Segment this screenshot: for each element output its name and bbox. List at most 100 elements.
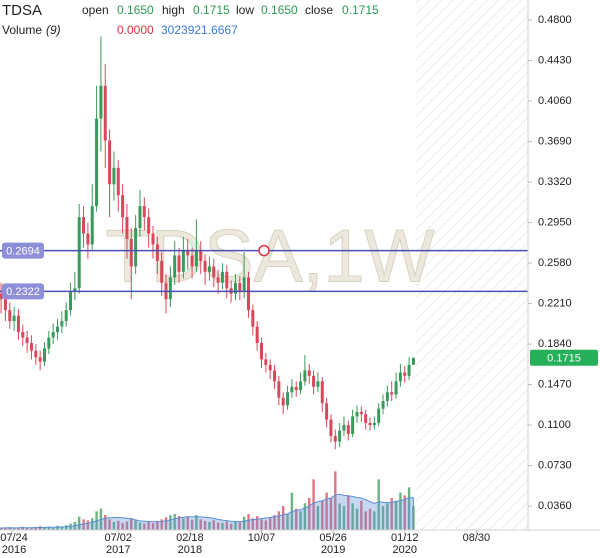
candle-body <box>307 370 311 376</box>
volume-bar <box>325 492 328 530</box>
volume-bar <box>182 518 185 530</box>
candle-body <box>99 85 103 119</box>
candle-body <box>286 392 290 406</box>
volume-bar <box>316 506 320 530</box>
candle-body <box>268 364 272 371</box>
candle-body <box>207 266 211 272</box>
candle-body <box>381 401 385 409</box>
candle-body <box>194 249 198 267</box>
volume-bar <box>156 520 159 530</box>
candle-body <box>60 321 64 327</box>
candle-body <box>368 422 372 426</box>
candle-body <box>385 392 389 402</box>
candle-body <box>407 364 411 376</box>
volume-bar <box>56 525 59 530</box>
candle-body <box>190 255 194 267</box>
volume-bar <box>51 527 55 530</box>
volume-bar <box>60 526 64 530</box>
volume-bar <box>208 522 211 530</box>
volume-bar <box>277 511 281 530</box>
volume-bar <box>143 523 146 530</box>
volume-bar <box>121 523 124 530</box>
future-area <box>416 0 528 530</box>
volume-value: 3023921.6667 <box>161 23 238 37</box>
y-tick-label: 0.1100 <box>538 419 571 431</box>
candle-body <box>312 375 316 387</box>
x-tick-year: 2019 <box>321 544 345 556</box>
volume-bar <box>242 516 246 530</box>
candle-body <box>372 422 376 426</box>
volume-bar <box>255 516 259 530</box>
candle-body <box>220 271 224 283</box>
volume-bar <box>386 503 389 530</box>
volume-bar <box>164 517 168 530</box>
volume-bar <box>238 522 242 530</box>
horizontal-line-label: 0.2694 <box>6 246 40 258</box>
volume-bar <box>21 526 24 530</box>
volume-bar <box>399 492 402 530</box>
candle-body <box>142 206 146 218</box>
candle-body <box>377 408 381 423</box>
candle-body <box>299 381 303 391</box>
volume-bar <box>264 520 268 530</box>
candle-body <box>116 167 120 196</box>
candle-body <box>47 337 51 349</box>
candle-body <box>12 315 16 322</box>
candle-body <box>246 277 250 311</box>
candle-body <box>129 238 133 267</box>
candle-body <box>364 414 368 423</box>
candle-body <box>394 381 398 395</box>
candle-body <box>95 118 99 207</box>
y-tick-label: 0.0360 <box>538 500 572 512</box>
volume-bar <box>299 511 302 530</box>
candle-body <box>264 359 268 365</box>
volume-ma-area <box>0 493 414 531</box>
volume-bar <box>8 527 11 530</box>
candle-body <box>390 392 394 395</box>
candle-body <box>138 206 142 229</box>
overlay-layer: 0.2694 0.2322 <box>0 242 528 300</box>
volume-bar <box>203 520 207 530</box>
volume-bar <box>78 516 81 530</box>
volume-bar <box>69 523 72 530</box>
volume-bar <box>130 518 133 530</box>
volume-bar <box>334 471 337 530</box>
volume-bar <box>360 500 363 530</box>
candle-body <box>398 372 402 382</box>
volume-bar <box>134 520 137 530</box>
volume-bar <box>229 523 233 530</box>
volume-bar <box>195 515 198 530</box>
volume-bar <box>173 514 176 530</box>
x-tick-label: 07/24 <box>0 532 28 544</box>
candle-body <box>168 277 172 300</box>
volume-bar <box>190 519 194 530</box>
volume-bar <box>91 518 94 530</box>
volume-bar <box>38 526 42 530</box>
volume-bar <box>104 515 107 530</box>
candle-body <box>34 350 38 358</box>
candle-body <box>329 419 333 437</box>
y-tick-label: 0.2580 <box>538 257 572 269</box>
x-tick-label: 08/30 <box>463 532 491 544</box>
last-price-label: 0.1715 <box>547 353 581 365</box>
volume-bar <box>286 514 289 530</box>
candle-body <box>147 217 151 234</box>
candle-body <box>225 271 229 289</box>
volume-bar <box>403 495 406 530</box>
legend-value: 0.1650 <box>117 3 154 17</box>
volume-bar <box>216 522 220 530</box>
volume-bar <box>117 520 120 530</box>
volume-bar <box>151 523 155 530</box>
y-tick-label: 0.2950 <box>538 216 572 228</box>
volume-bar <box>112 522 116 530</box>
candle-body <box>355 411 359 417</box>
candle-body <box>103 85 107 141</box>
y-tick-label: 0.1470 <box>538 379 572 391</box>
candle-body <box>333 436 337 442</box>
candle-body <box>186 249 190 256</box>
volume-period: (9) <box>46 23 61 37</box>
volume-bar <box>125 521 129 530</box>
volume-bar <box>199 519 202 530</box>
volume-bar <box>303 503 307 530</box>
